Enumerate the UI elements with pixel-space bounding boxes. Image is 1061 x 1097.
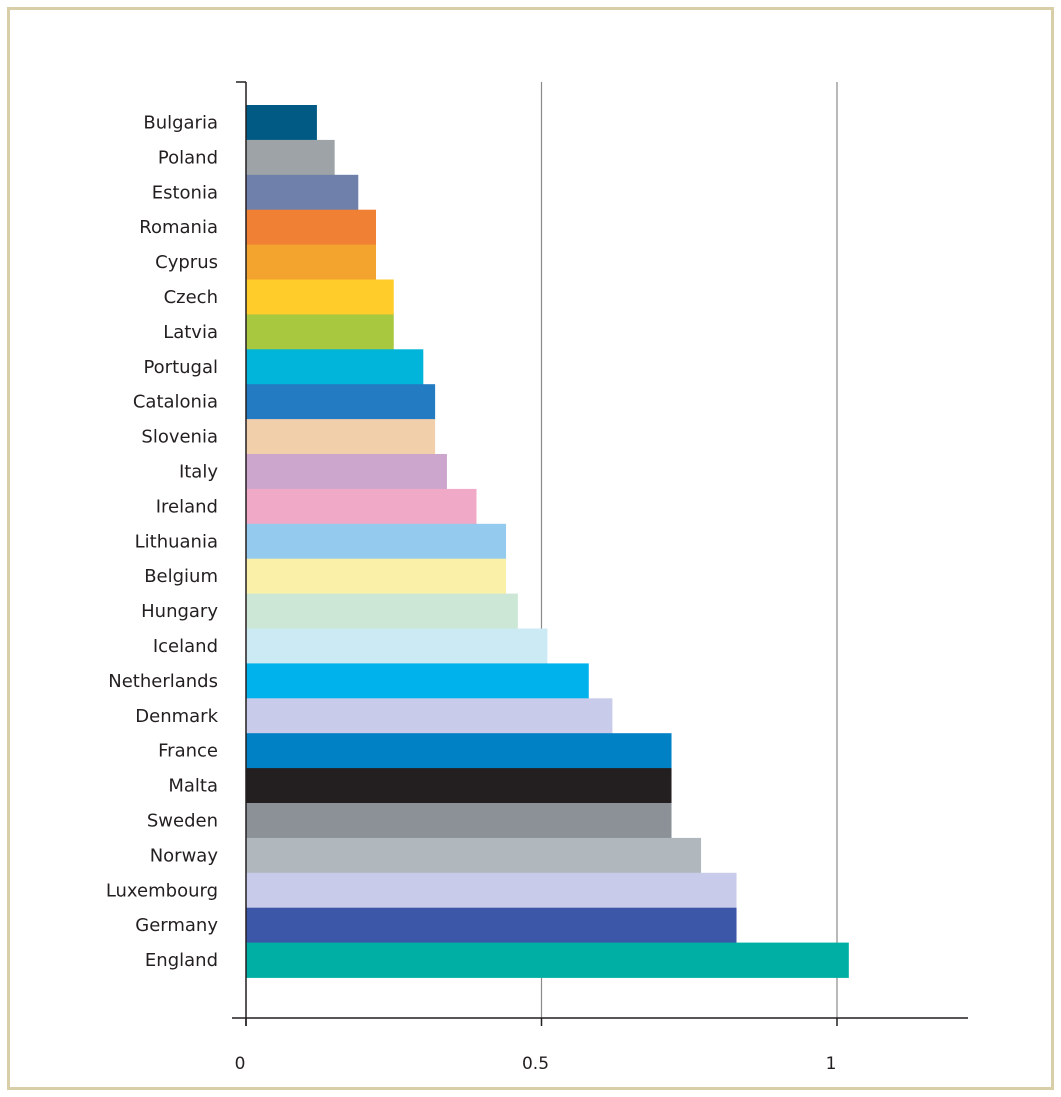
category-label-sweden: Sweden	[147, 810, 218, 831]
category-label-estonia: Estonia	[152, 182, 218, 203]
bar-england	[246, 942, 849, 978]
category-label-belgium: Belgium	[144, 566, 218, 587]
bar-netherlands	[246, 663, 589, 699]
x-tick-label-0: 0	[235, 1054, 246, 1074]
category-label-ireland: Ireland	[156, 496, 218, 517]
tick-labels: 0 0.5 1	[235, 1054, 837, 1074]
bar-latvia	[246, 314, 394, 350]
category-label-hungary: Hungary	[141, 601, 218, 622]
x-tick-label-1: 0.5	[522, 1054, 549, 1074]
bar-estonia	[246, 174, 359, 211]
category-label-slovenia: Slovenia	[141, 427, 218, 448]
category-label-italy: Italy	[179, 461, 218, 482]
bar-portugal	[246, 349, 424, 385]
chart-frame: Bulgaria Poland Estonia Romania Cyprus Czech L…	[7, 7, 1054, 1090]
category-label-poland: Poland	[158, 147, 218, 168]
bar-iceland	[246, 628, 548, 664]
bar-lithuania	[246, 523, 507, 560]
category-label-catalonia: Catalonia	[133, 392, 218, 413]
bar-denmark	[246, 698, 613, 734]
category-label-portugal: Portugal	[143, 357, 218, 378]
bar-czech	[246, 279, 394, 315]
x-tick-label-2: 1	[826, 1054, 837, 1074]
category-label-netherlands: Netherlands	[108, 671, 218, 692]
category-label-luxembourg: Luxembourg	[106, 880, 218, 901]
category-label-latvia: Latvia	[163, 322, 218, 343]
bar-chart: Bulgaria Poland Estonia Romania Cyprus Czech L…	[106, 81, 968, 1074]
category-label-denmark: Denmark	[135, 706, 218, 727]
bar-belgium	[246, 558, 507, 594]
bar-malta	[246, 768, 672, 804]
bar-poland	[246, 139, 335, 176]
bar-catalonia	[246, 384, 436, 420]
category-label-malta: Malta	[168, 776, 218, 797]
category-label-lithuania: Lithuania	[135, 531, 218, 552]
bar-slovenia	[246, 419, 436, 455]
bar-sweden	[246, 803, 672, 839]
bar-italy	[246, 454, 447, 490]
category-label-norway: Norway	[150, 845, 219, 866]
bar-cyprus	[246, 244, 377, 280]
bar-luxembourg	[246, 872, 737, 909]
category-label-iceland: Iceland	[153, 636, 218, 657]
category-label-england: England	[145, 950, 218, 971]
bar-bulgaria	[246, 105, 317, 141]
bar-france	[246, 733, 672, 769]
category-label-bulgaria: Bulgaria	[143, 112, 218, 133]
bar-ireland	[246, 488, 477, 525]
category-labels: Bulgaria Poland Estonia Romania Cyprus Czech L…	[106, 112, 219, 971]
bar-hungary	[246, 593, 518, 629]
category-label-france: France	[158, 741, 218, 762]
axes	[232, 81, 968, 1026]
bar-norway	[246, 837, 702, 874]
bar-romania	[246, 209, 377, 245]
category-label-czech: Czech	[164, 287, 218, 308]
bars	[246, 105, 849, 978]
category-label-germany: Germany	[135, 915, 218, 936]
category-label-romania: Romania	[139, 217, 218, 238]
bar-germany	[246, 907, 737, 943]
category-label-cyprus: Cyprus	[155, 252, 218, 273]
